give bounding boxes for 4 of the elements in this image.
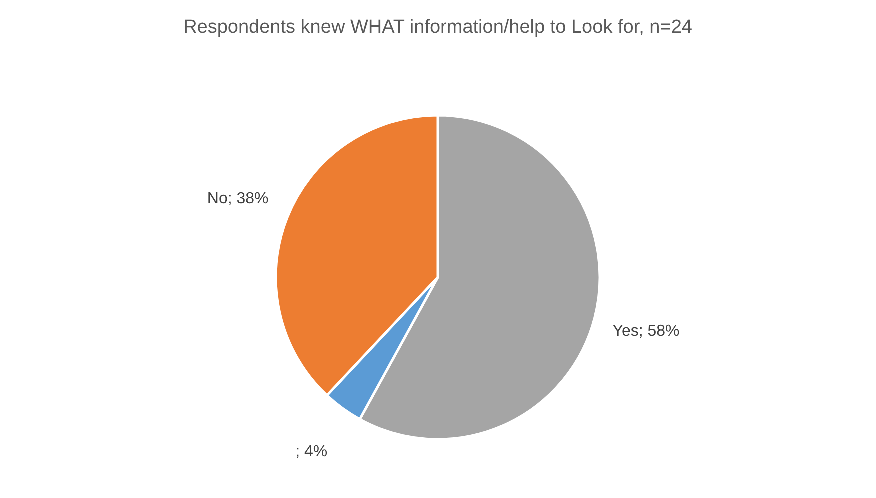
data-label: ; 4% (296, 443, 328, 460)
chart-title: Respondents knew WHAT information/help to Look for, n=24 (184, 17, 693, 38)
slice-label: No; 38% (207, 190, 269, 208)
slice-label: Yes; 58% (612, 322, 680, 340)
